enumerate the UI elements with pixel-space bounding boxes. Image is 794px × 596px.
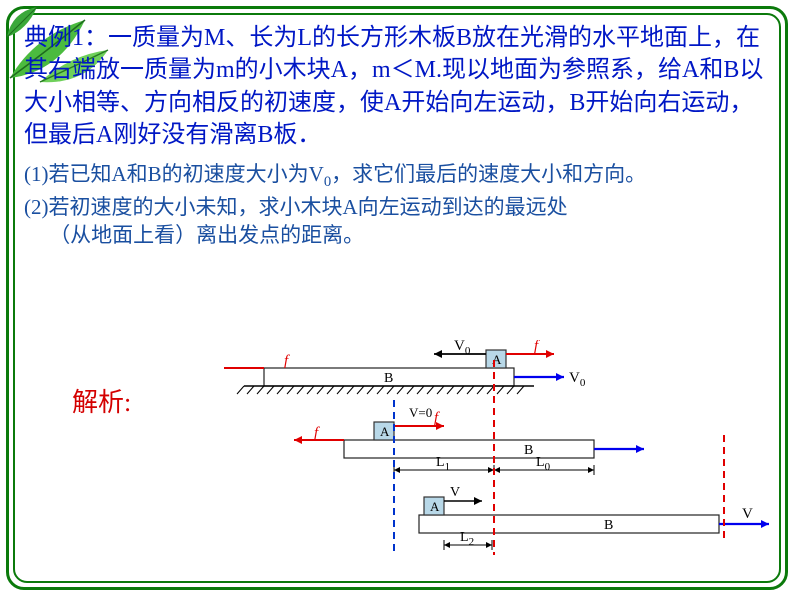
svg-text:f: f: [534, 340, 540, 354]
svg-text:V: V: [450, 485, 460, 500]
svg-text:B: B: [384, 371, 393, 386]
svg-text:V: V: [742, 506, 753, 522]
question-1: (1)若已知A和B的初速度大小为V0，求它们最后的速度大小和方向。: [24, 160, 770, 193]
svg-text:V0: V0: [569, 370, 586, 389]
analysis-label: 解析:: [72, 382, 131, 419]
svg-text:V=0: V=0: [409, 405, 432, 420]
physics-diagram: ABV0V0ffABV=0ffL1L0ABVVL2: [224, 340, 784, 580]
svg-text:B: B: [524, 443, 533, 458]
svg-text:A: A: [380, 424, 390, 439]
svg-text:A: A: [430, 499, 440, 514]
question-2: (2)若初速度的大小未知，求小木块A向左运动到达的最远处 （从地面上看）离出发点…: [24, 193, 770, 250]
svg-text:f: f: [284, 353, 290, 369]
problem-text: 典例1：一质量为M、长为L的长方形木板B放在光滑的水平地面上，在其右端放一质量为…: [24, 22, 770, 152]
svg-text:B: B: [604, 518, 613, 533]
svg-text:f: f: [314, 425, 320, 441]
